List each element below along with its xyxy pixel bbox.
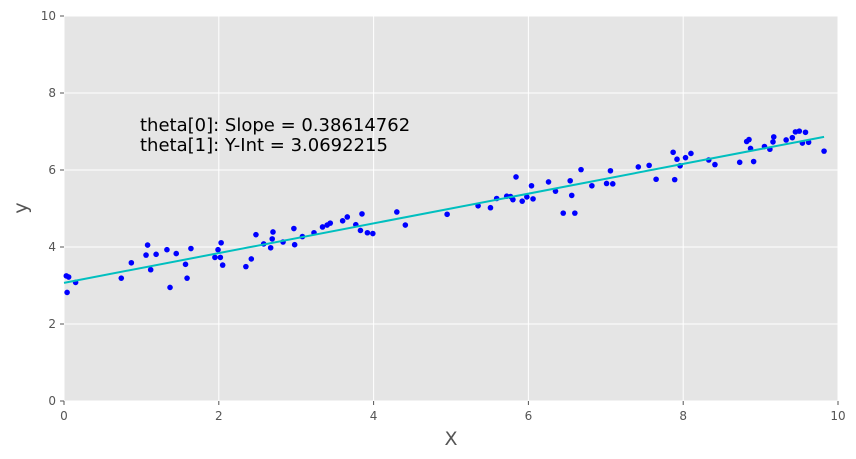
tick-marks: [60, 15, 839, 405]
data-point: [674, 156, 680, 163]
data-point: [770, 134, 777, 140]
data-point: [802, 129, 809, 136]
y-tick-labels: 0 2 4 6 8 10: [41, 9, 56, 408]
data-point: [487, 204, 494, 211]
data-point: [339, 218, 346, 224]
data-point: [65, 274, 72, 280]
data-point: [560, 210, 567, 216]
data-point: [118, 275, 125, 281]
data-point: [291, 225, 297, 232]
x-tick-label: 0: [60, 409, 68, 423]
data-point: [359, 211, 365, 217]
data-point: [153, 251, 159, 258]
data-point: [217, 254, 224, 261]
data-point: [269, 236, 276, 242]
data-point: [394, 209, 400, 215]
data-point: [567, 177, 573, 184]
annotation-slope: theta[0]: Slope = 0.38614762: [140, 115, 410, 136]
data-point: [670, 149, 676, 156]
fit-line-group: [63, 135, 825, 284]
y-axis-label: y: [10, 202, 32, 213]
data-point: [513, 174, 519, 180]
data-point: [184, 275, 190, 281]
data-point: [712, 161, 718, 168]
data-point: [144, 242, 151, 248]
data-point: [603, 180, 610, 187]
fit-line: [63, 135, 825, 284]
data-point: [291, 241, 298, 248]
x-tick-label: 10: [830, 409, 845, 423]
data-point: [182, 261, 189, 268]
data-point: [212, 254, 218, 261]
data-point: [357, 227, 364, 234]
data-point: [783, 137, 789, 143]
data-point: [344, 214, 351, 220]
data-point: [164, 246, 170, 253]
y-tick-label: 2: [48, 317, 56, 331]
data-point: [327, 220, 334, 226]
data-point: [128, 259, 135, 266]
data-point: [682, 154, 689, 161]
data-point: [253, 231, 259, 238]
data-point: [545, 179, 552, 185]
data-point: [248, 256, 255, 262]
data-point: [167, 284, 173, 291]
data-point: [364, 229, 371, 236]
data-point: [671, 176, 678, 183]
x-tick-label: 4: [370, 409, 378, 423]
data-point: [653, 176, 659, 183]
y-tick-label: 6: [48, 163, 56, 177]
data-point: [270, 229, 276, 235]
data-point: [609, 181, 616, 187]
data-point: [572, 210, 578, 216]
data-point: [510, 196, 516, 203]
data-point: [402, 222, 409, 228]
data-point: [370, 230, 376, 237]
data-point: [646, 162, 652, 169]
annotation-intercept: theta[1]: Y-Int = 3.0692215: [140, 135, 388, 156]
data-point: [789, 134, 796, 141]
data-point: [821, 148, 827, 154]
data-point: [770, 139, 776, 145]
data-point: [218, 239, 224, 246]
data-point: [528, 182, 535, 189]
data-point: [215, 246, 221, 253]
data-point: [188, 245, 194, 252]
data-point: [267, 244, 274, 251]
data-point: [319, 224, 326, 230]
data-point: [143, 252, 149, 258]
data-point: [64, 289, 70, 296]
data-point: [635, 164, 642, 170]
data-point: [219, 262, 226, 268]
data-point: [147, 266, 154, 273]
y-tick-label: 8: [48, 86, 56, 100]
data-point: [552, 188, 559, 194]
y-tick-label: 4: [48, 240, 56, 254]
data-point: [736, 159, 743, 166]
data-point: [568, 192, 575, 199]
data-point: [243, 263, 249, 270]
data-point: [444, 211, 450, 218]
x-axis-label: X: [444, 428, 457, 450]
data-point: [688, 150, 694, 157]
data-point: [524, 194, 530, 200]
data-point: [750, 158, 757, 165]
x-tick-label: 6: [525, 409, 533, 423]
data-point: [578, 166, 584, 173]
x-tick-label: 2: [215, 409, 223, 423]
y-tick-label: 10: [41, 9, 56, 23]
data-point: [530, 196, 536, 202]
data-point: [519, 198, 526, 204]
data-point: [796, 128, 803, 134]
data-point: [607, 167, 614, 174]
data-point: [589, 182, 595, 189]
x-tick-label: 8: [679, 409, 687, 423]
x-tick-labels: 0 2 4 6 8 10: [60, 409, 845, 423]
data-point: [173, 250, 180, 257]
data-point: [746, 136, 752, 143]
y-tick-label: 0: [48, 394, 56, 408]
